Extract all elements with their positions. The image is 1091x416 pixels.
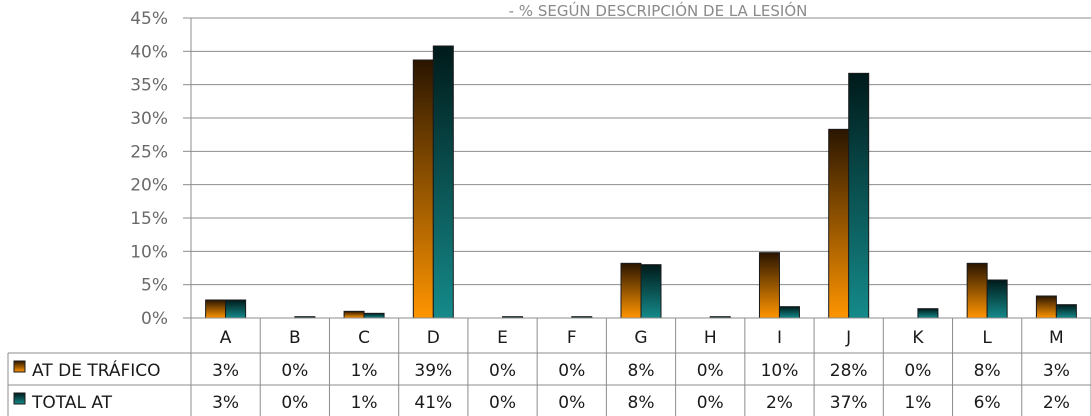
bar-total-at-a xyxy=(225,299,247,319)
data-label: 8% xyxy=(628,361,655,381)
data-label: 0% xyxy=(558,393,585,413)
y-tick-label: 0% xyxy=(141,309,168,329)
category-label: C xyxy=(358,328,370,348)
data-label: 1% xyxy=(351,361,378,381)
data-label: 10% xyxy=(761,361,799,381)
data-label: 0% xyxy=(697,393,724,413)
data-table: A B C D E F G H I J K L M AT DE TRÁFICO 3% 0% 1% 39% 0% 0% 8… xyxy=(7,317,1091,416)
bar-at-de-trafico-d xyxy=(412,59,434,319)
data-label: 0% xyxy=(697,361,724,381)
y-tick-label: 30% xyxy=(130,109,168,129)
category-label: B xyxy=(289,328,301,348)
bar-at-de-trafico-a xyxy=(205,299,227,319)
y-tick-label: 25% xyxy=(130,142,168,162)
legend-key xyxy=(13,392,26,405)
data-label: 0% xyxy=(281,361,308,381)
data-label: 3% xyxy=(212,393,239,413)
bar-at-de-trafico-m xyxy=(1035,295,1057,319)
bar-at-de-trafico-l xyxy=(966,262,988,319)
bar-at-de-trafico-i xyxy=(758,252,780,319)
category-label: K xyxy=(912,328,924,348)
category-label: E xyxy=(497,328,508,348)
data-label: 8% xyxy=(974,361,1001,381)
bars xyxy=(205,45,1077,319)
y-axis: 0% 5% 10% 15% 20% 25% 30% 35% 40% 45% xyxy=(130,9,192,329)
y-tick-label: 35% xyxy=(130,76,168,96)
category-label: H xyxy=(704,328,717,348)
bar-total-at-g xyxy=(640,264,662,319)
data-label: 39% xyxy=(414,361,452,381)
gridlines xyxy=(191,17,1091,286)
data-label: 3% xyxy=(1043,361,1070,381)
bar-at-de-trafico-g xyxy=(620,262,642,319)
legend-key xyxy=(13,360,26,373)
data-label: 0% xyxy=(489,393,516,413)
data-label: 0% xyxy=(904,361,931,381)
data-label: 3% xyxy=(212,361,239,381)
data-label: 41% xyxy=(414,393,452,413)
data-label: 1% xyxy=(351,393,378,413)
bar-total-at-m xyxy=(1055,304,1077,319)
category-label: M xyxy=(1049,328,1064,348)
y-tick-label: 20% xyxy=(130,176,168,196)
bar-at-de-trafico-c xyxy=(343,310,365,319)
bar-total-at-k xyxy=(917,308,939,319)
y-tick-label: 40% xyxy=(130,42,168,62)
category-label: L xyxy=(982,328,992,348)
category-label: D xyxy=(427,328,440,348)
category-label: F xyxy=(567,328,577,348)
data-label: 0% xyxy=(558,361,585,381)
category-label: G xyxy=(634,328,647,348)
bar-total-at-l xyxy=(986,279,1008,319)
category-label: I xyxy=(777,328,782,348)
bar-at-de-trafico-j xyxy=(828,128,850,319)
y-tick-label: 10% xyxy=(130,242,168,262)
data-label: 0% xyxy=(281,393,308,413)
bar-total-at-j xyxy=(848,72,870,319)
data-label: 0% xyxy=(489,361,516,381)
bar-total-at-i xyxy=(778,306,800,319)
y-tick-label: 5% xyxy=(141,276,168,296)
data-label: 8% xyxy=(628,393,655,413)
bar-total-at-d xyxy=(432,45,454,319)
data-label: 37% xyxy=(830,393,868,413)
data-label: 6% xyxy=(974,393,1001,413)
category-label: J xyxy=(845,328,851,348)
y-tick-label: 15% xyxy=(130,209,168,229)
y-tick-label: 45% xyxy=(130,9,168,29)
bar-total-at-c xyxy=(363,312,385,319)
data-label: 1% xyxy=(904,393,931,413)
data-label: 2% xyxy=(766,393,793,413)
data-label: 28% xyxy=(830,361,868,381)
data-label: 2% xyxy=(1043,393,1070,413)
legend-label: TOTAL AT xyxy=(31,393,113,413)
legend-label: AT DE TRÁFICO xyxy=(32,359,161,381)
chart-title: - % SEGÚN DESCRIPCIÓN DE LA LESIÓN xyxy=(509,1,808,20)
category-label: A xyxy=(220,328,232,348)
